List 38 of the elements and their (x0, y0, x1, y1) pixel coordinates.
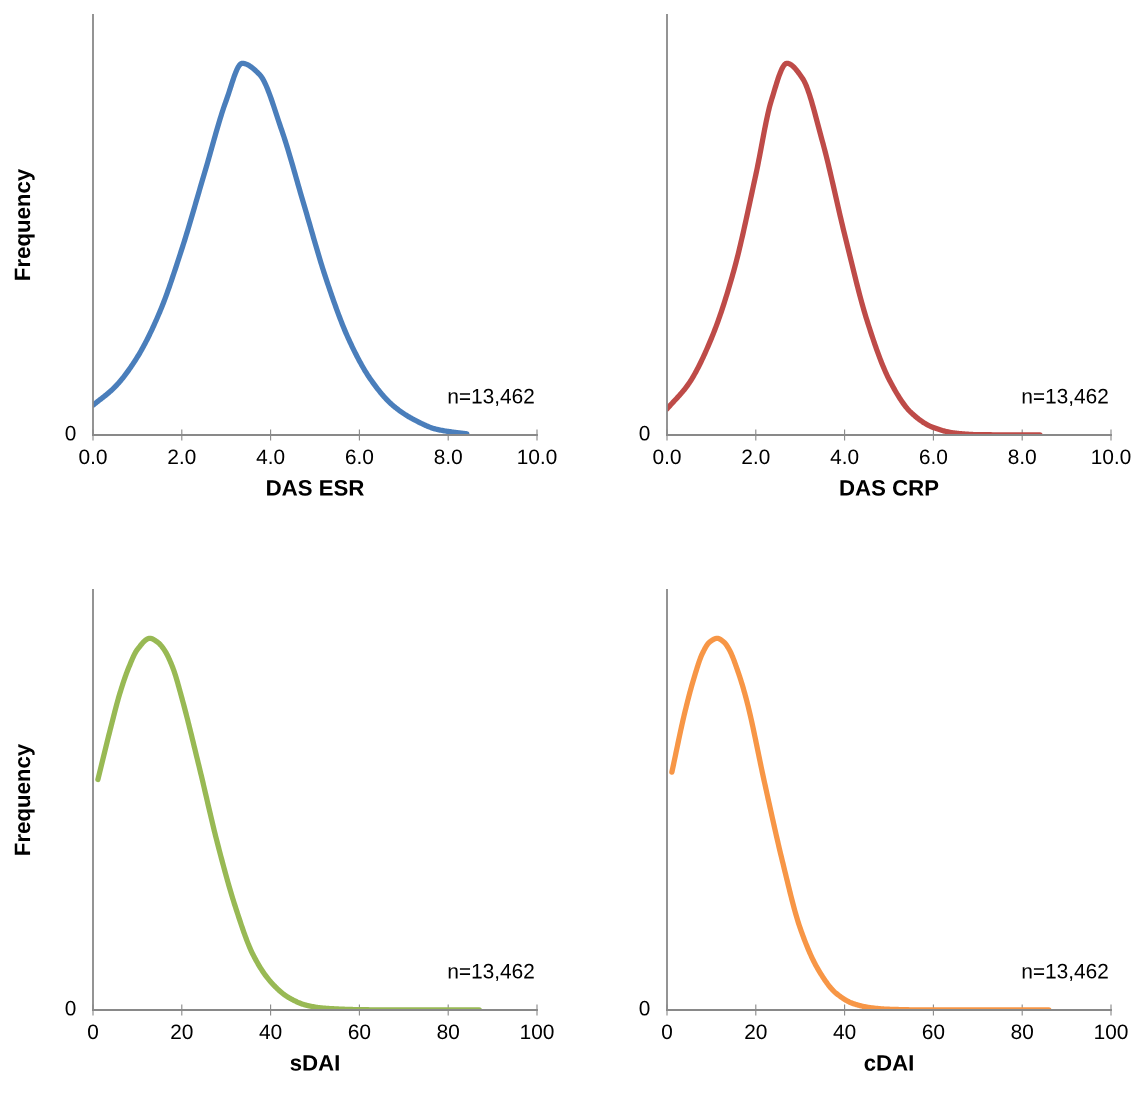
x-tick-label: 8.0 (1008, 449, 1036, 465)
x-tick-label: 20 (745, 1024, 767, 1040)
x-tick-label: 60 (348, 1024, 371, 1040)
x-tick-label: 60 (922, 1024, 945, 1040)
text: 0 (639, 425, 650, 441)
x-tick-label: 2.0 (168, 449, 196, 465)
x-tick-label: 40 (259, 1024, 282, 1040)
x-tick-label: 0.0 (79, 449, 107, 465)
x-axis-title: cDAI (864, 1055, 913, 1071)
x-tick-label: 80 (1011, 1024, 1033, 1040)
x-tick-label: 80 (437, 1024, 459, 1040)
x-tick-label: 10.0 (1092, 449, 1131, 465)
x-axis-title: sDAI (290, 1055, 339, 1071)
x-tick-label: 100 (1095, 1024, 1128, 1040)
x-axis-title: DAS ESR (267, 480, 364, 496)
x-tick-label: 4.0 (256, 449, 285, 465)
x-tick-label: 2.0 (742, 449, 770, 465)
y-axis-title: Frequency (14, 168, 35, 280)
text: 0 (65, 1000, 76, 1016)
x-tick-label: 0 (88, 1024, 98, 1040)
x-tick-label: 4.0 (830, 449, 859, 465)
x-tick-label: 6.0 (919, 449, 948, 465)
x-tick-label: 20 (171, 1024, 193, 1040)
x-tick-label: 8.0 (434, 449, 462, 465)
annotation: n=13,462 (448, 388, 534, 407)
x-tick-label: 100 (521, 1024, 554, 1040)
text: 0 (639, 1000, 650, 1016)
annotation: n=13,462 (1022, 963, 1108, 982)
x-tick-label: 0.0 (653, 449, 681, 465)
x-axis-title: DAS CRP (840, 480, 939, 496)
x-tick-label: 40 (833, 1024, 856, 1040)
annotation: n=13,462 (1022, 388, 1108, 407)
text: 0 (65, 425, 76, 441)
y-axis-title: Frequency (14, 743, 35, 855)
annotation: n=13,462 (448, 963, 534, 982)
x-tick-label: 6.0 (345, 449, 374, 465)
x-tick-label: 0 (662, 1024, 672, 1040)
x-tick-label: 10.0 (518, 449, 557, 465)
